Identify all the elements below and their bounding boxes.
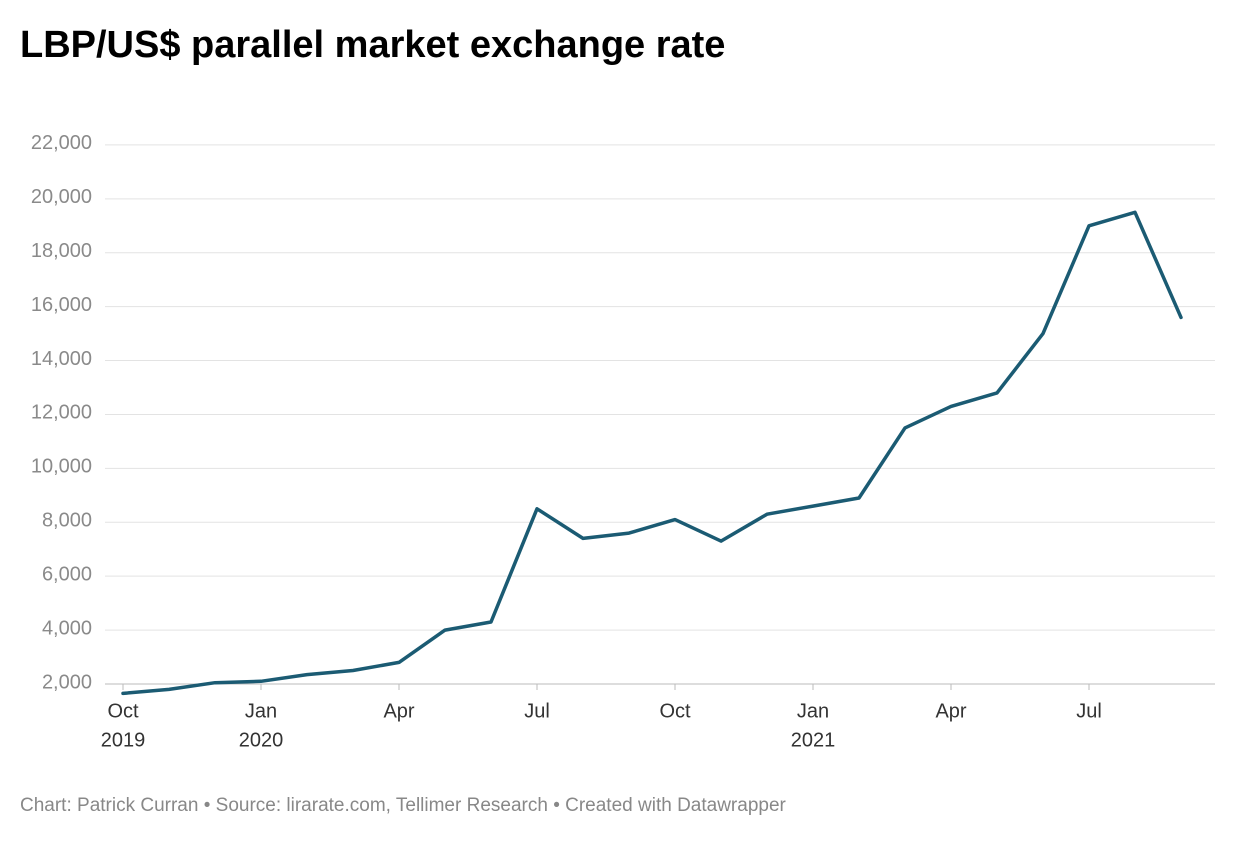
x-tick-label: 2021 [791,729,836,751]
chart-title: LBP/US$ parallel market exchange rate [20,24,725,66]
x-tick-label: 2020 [239,729,284,751]
y-tick-label: 6,000 [42,563,92,585]
y-tick-label: 4,000 [42,617,92,639]
y-tick-label: 8,000 [42,510,92,532]
y-tick-label: 14,000 [31,348,92,370]
data-line [121,210,1183,696]
x-tick-label: Jul [524,700,550,722]
y-tick-label: 12,000 [31,402,92,424]
y-tick-label: 10,000 [31,456,92,478]
y-tick-label: 22,000 [31,132,92,154]
y-tick-label: 2,000 [42,671,92,693]
x-tick-label: Oct [107,700,139,722]
x-tick-label: Apr [935,700,966,722]
footer-note: Chart: Patrick Curran • Source: lirarate… [20,795,787,816]
x-tick-label: Jan [797,700,829,722]
y-tick-label: 16,000 [31,294,92,316]
y-tick-label: 18,000 [31,240,92,262]
y-tick-label: 20,000 [31,186,92,208]
x-tick-label: Apr [383,700,414,722]
x-tick-label: 2019 [101,729,146,751]
x-tick-label: Oct [659,700,691,722]
x-tick-label: Jul [1076,700,1102,722]
x-tick-label: Jan [245,700,277,722]
